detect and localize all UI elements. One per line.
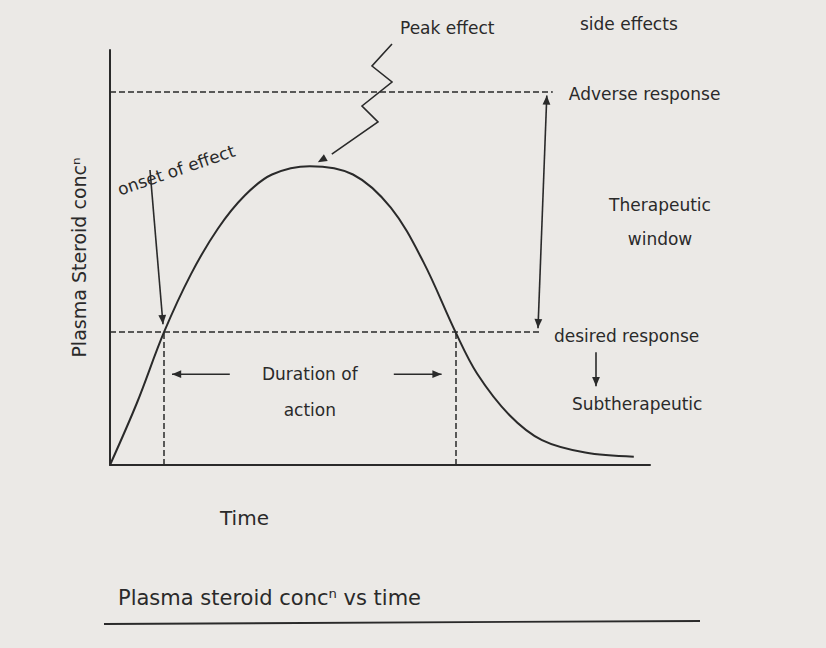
svg-text:onset of effect: onset of effect: [115, 141, 238, 200]
svg-text:Plasma steroid concⁿ vs time: Plasma steroid concⁿ vs time: [118, 586, 421, 610]
svg-text:Therapeutic: Therapeutic: [608, 195, 711, 215]
svg-text:Plasma Steroid concⁿ: Plasma Steroid concⁿ: [68, 157, 90, 357]
svg-text:Adverse response: Adverse response: [569, 84, 721, 104]
svg-text:side effects: side effects: [580, 14, 678, 34]
svg-text:Peak effect: Peak effect: [400, 18, 495, 38]
svg-text:desired response: desired response: [554, 326, 699, 346]
svg-text:window: window: [628, 229, 693, 249]
svg-text:Duration of: Duration of: [262, 364, 359, 384]
svg-text:action: action: [284, 400, 336, 420]
svg-text:Time: Time: [219, 506, 269, 530]
svg-text:Subtherapeutic: Subtherapeutic: [572, 394, 702, 414]
